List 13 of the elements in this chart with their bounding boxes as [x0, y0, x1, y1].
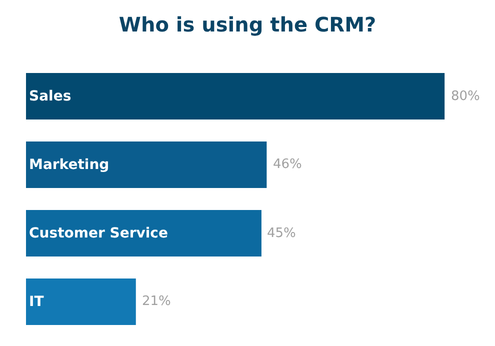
y-tick-label: Customer Service	[29, 225, 168, 242]
y-tick-label: Sales	[29, 88, 72, 104]
data-label: 80%	[451, 89, 480, 104]
bar	[26, 72, 445, 120]
data-label: 46%	[273, 157, 302, 172]
data-label: 21%	[142, 294, 171, 309]
bar	[26, 141, 267, 188]
bar	[26, 278, 136, 326]
y-tick-label: Marketing	[29, 156, 110, 173]
bar	[26, 210, 262, 257]
chart-title: Who is using the CRM?	[118, 12, 376, 36]
y-tick-label: IT	[29, 294, 44, 310]
data-label: 45%	[267, 226, 296, 241]
